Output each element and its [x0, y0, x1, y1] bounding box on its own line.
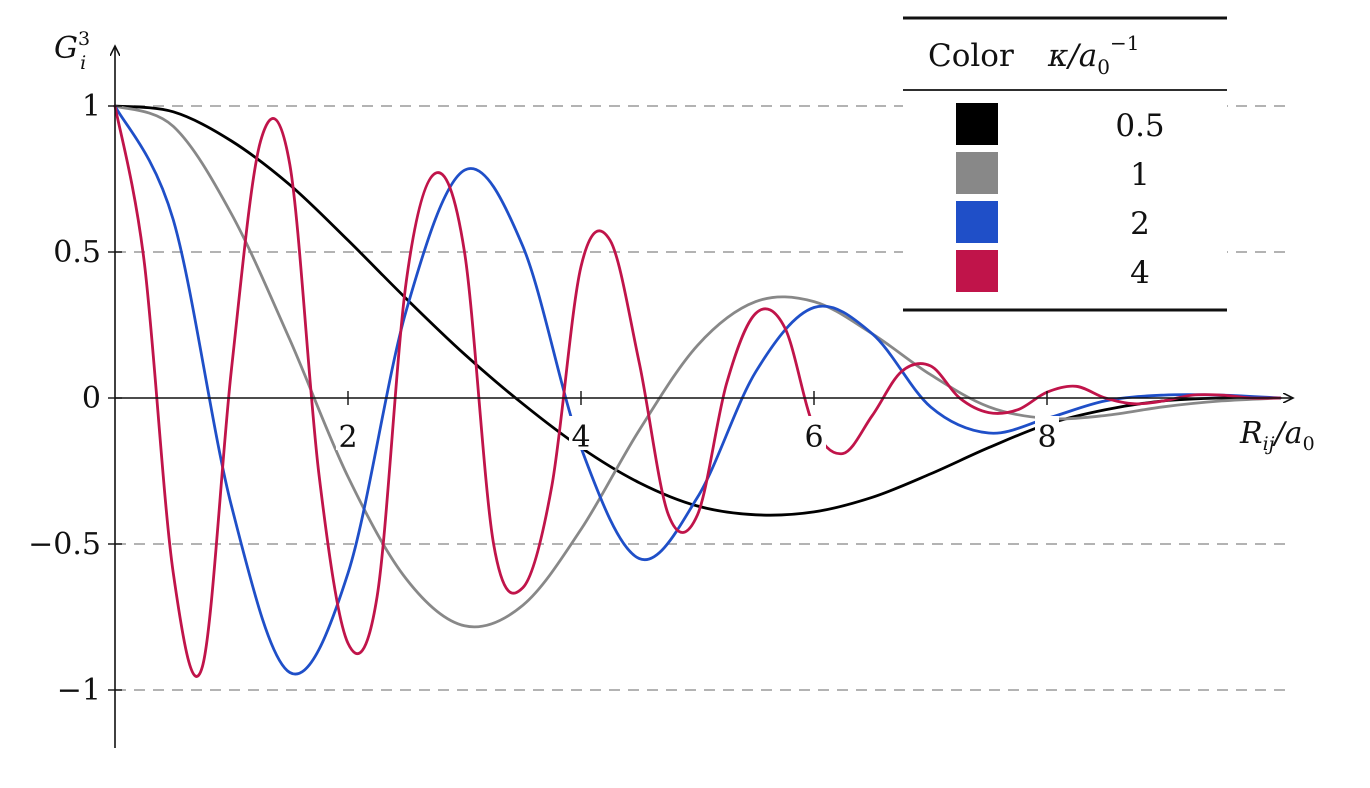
y-tick-label-0: 1	[82, 89, 101, 124]
y-axis-label: G3 i	[54, 28, 90, 74]
x-tick-label-1: 4	[571, 420, 590, 455]
x-tick-label-0: 2	[338, 420, 357, 455]
x-axis-label-tail-sub: 0	[1303, 433, 1315, 455]
series-line-4	[113, 104, 1282, 678]
legend-label-1: 1	[1130, 157, 1150, 193]
legend-swatch-1	[956, 152, 998, 194]
x-axis-label-sub: ij	[1263, 433, 1275, 455]
x-tick-label-bg-1	[569, 416, 593, 450]
legend-header-color: Color	[928, 38, 1014, 74]
y-tick-label-2: 0	[82, 381, 101, 416]
x-tick-label-bg-0	[336, 416, 360, 450]
y-tick-label-1: 0.5	[53, 235, 101, 270]
x-axis-label-tail: /a	[1272, 416, 1303, 451]
x-axis-label: Rij/a0	[1239, 416, 1315, 455]
x-axis-label-base: R	[1239, 416, 1263, 451]
y-axis-label-sub: i	[80, 52, 86, 74]
legend-swatch-4	[956, 250, 998, 292]
series-line-2	[113, 104, 1282, 676]
y-axis-label-sup: 3	[78, 28, 90, 50]
legend-swatch-0-5	[956, 103, 998, 145]
x-tick-label-bg-3	[1035, 416, 1059, 450]
axes	[108, 46, 1293, 748]
legend-label-2: 2	[1130, 206, 1150, 242]
legend-swatch-2	[956, 201, 998, 243]
tick-labels: 2 4 6 8 1 0.5 0 −0.5 −1	[28, 89, 1059, 708]
y-tick-label-3: −0.5	[28, 527, 101, 562]
y-tick-label-4: −1	[57, 673, 101, 708]
series-line-0-5	[113, 104, 1282, 517]
legend-header-kappa-base: κ/a	[1047, 38, 1097, 74]
x-tick-label-2: 6	[804, 420, 823, 455]
legend-header-kappa-sub: 0	[1097, 55, 1110, 79]
legend: Color κ/a0−1 0.5 1 2 4	[903, 16, 1227, 312]
legend-header-kappa-sup: −1	[1110, 31, 1139, 55]
x-tick-label-bg-2	[802, 416, 826, 450]
y-axis-label-base: G	[54, 31, 78, 66]
x-tick-label-3: 8	[1037, 420, 1056, 455]
legend-label-4: 4	[1130, 255, 1150, 291]
legend-rows: 0.5 1 2 4	[956, 103, 1165, 292]
legend-header-kappa: κ/a0−1	[1047, 31, 1139, 79]
legend-label-0-5: 0.5	[1115, 108, 1164, 144]
